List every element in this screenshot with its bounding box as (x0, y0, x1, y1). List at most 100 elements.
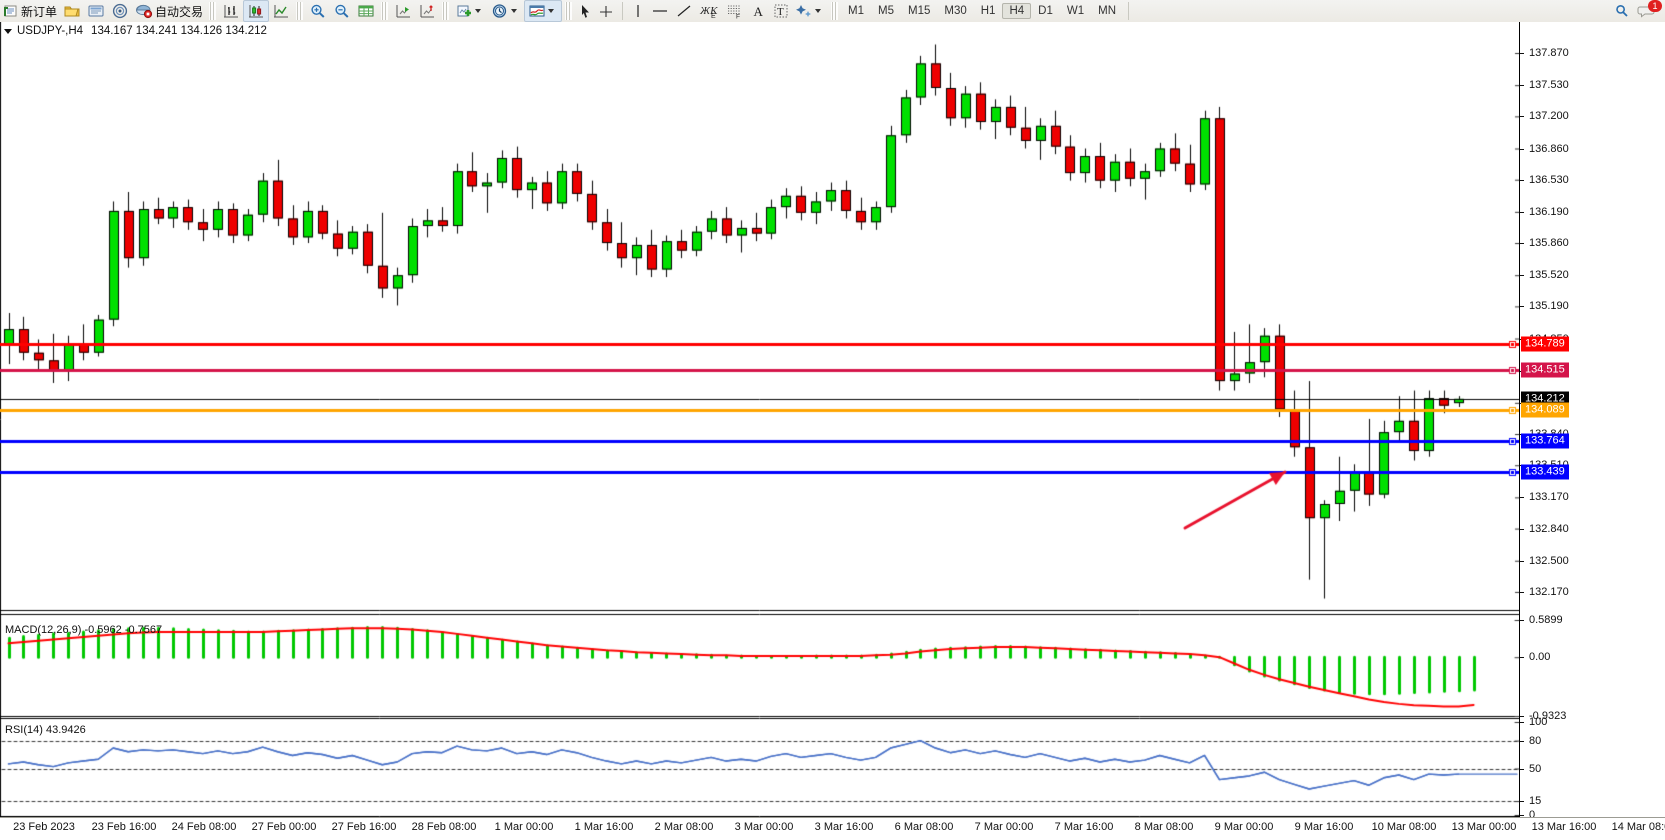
price-tick-137.870: 137.870 (1529, 47, 1569, 60)
rsi-tick-50: 50 (1529, 762, 1542, 775)
terminal-button[interactable] (84, 1, 108, 21)
fibonacci-button[interactable]: F (722, 1, 748, 21)
vertical-line-button[interactable] (628, 1, 648, 21)
vertical-line-icon (631, 3, 645, 19)
price-tick-135.520: 135.520 (1529, 269, 1569, 282)
timeframe-h1[interactable]: H1 (980, 5, 996, 17)
elliott-wave-icon: ЖK E (699, 3, 719, 19)
crosshair-icon (598, 3, 614, 19)
timeframe-w1[interactable]: W1 (1066, 5, 1085, 17)
price-tick-137.530: 137.530 (1529, 79, 1569, 92)
timeframe-d1[interactable]: D1 (1038, 5, 1053, 17)
add-indicator-button[interactable] (452, 1, 488, 21)
bar-chart-button[interactable] (219, 1, 243, 21)
text-label-button[interactable]: T (770, 1, 792, 21)
chevron-down-icon[interactable] (815, 9, 822, 13)
timeframe-mn[interactable]: MN (1098, 5, 1116, 17)
search-icon (1613, 3, 1631, 19)
templates-button[interactable] (524, 0, 563, 22)
time-label: 3 Mar 16:00 (814, 821, 874, 833)
autotrading-button[interactable]: 自动交易 (132, 1, 206, 21)
toolbar-separator (209, 2, 217, 20)
shapes-icon (795, 3, 813, 19)
crosshair-button[interactable] (595, 1, 617, 21)
chart-window[interactable]: USDJPY-,H4 134.167 134.241 134.126 134.2… (0, 22, 1665, 839)
ohlc-values: 134.167 134.241 134.126 134.212 (91, 25, 267, 37)
symbol-label: USDJPY-,H4 (17, 25, 84, 37)
time-label: 9 Mar 00:00 (1214, 821, 1274, 833)
support-line-2-label[interactable]: 133.439 (1521, 464, 1569, 480)
price-tick-135.190: 135.190 (1529, 300, 1569, 313)
chevron-down-icon[interactable] (511, 9, 518, 13)
cursor-icon (578, 3, 592, 19)
line-chart-button[interactable] (269, 1, 293, 21)
time-label: 10 Mar 08:00 (1371, 821, 1437, 833)
axis-tick (1520, 716, 1524, 717)
price-tick-132.170: 132.170 (1529, 585, 1569, 598)
folder-button[interactable] (60, 1, 84, 21)
signals-button[interactable] (108, 1, 132, 21)
price-tick-136.190: 136.190 (1529, 205, 1569, 218)
resistance-line-1-label[interactable]: 134.789 (1521, 336, 1569, 352)
autotrading-label: 自动交易 (155, 4, 204, 19)
chevron-down-icon[interactable] (475, 9, 482, 13)
auto-scroll-icon (394, 3, 412, 19)
axis-tick (1520, 180, 1524, 181)
price-chart-canvas[interactable] (0, 22, 1519, 817)
toolbar-separator (1128, 2, 1129, 20)
trendline-button[interactable] (672, 1, 696, 21)
chevron-down-icon[interactable] (4, 28, 12, 34)
order-line-label[interactable]: 134.089 (1521, 402, 1569, 418)
candlestick-chart-button[interactable] (243, 0, 270, 22)
axis-tick (1520, 561, 1524, 562)
current-price-line-label[interactable]: 134.212 (1521, 391, 1569, 407)
rsi-tick-80: 80 (1529, 734, 1542, 747)
chart-plot-area[interactable]: USDJPY-,H4 134.167 134.241 134.126 134.2… (0, 22, 1520, 817)
new-order-button[interactable]: 新订单 (0, 1, 60, 21)
period-button[interactable] (488, 1, 524, 21)
price-scale[interactable]: 137.870 137.530 137.200 136.860 136.530 136.1… (1520, 22, 1665, 821)
support-line-1-label[interactable]: 133.764 (1521, 433, 1569, 449)
macd-tick-0.5899: 0.5899 (1529, 614, 1563, 626)
shapes-button[interactable] (792, 1, 828, 21)
time-label: 1 Mar 00:00 (494, 821, 554, 833)
time-scale[interactable]: 23 Feb 2023 23 Feb 16:00 24 Feb 08:00 27 Fe… (0, 817, 1665, 840)
cursor-button[interactable] (575, 1, 595, 21)
chat-button[interactable]: 1 (1637, 0, 1662, 19)
chevron-down-icon[interactable] (548, 9, 555, 13)
axis-tick (1520, 741, 1524, 742)
add-indicator-icon (455, 3, 473, 19)
text-button[interactable]: A (748, 1, 770, 21)
elliott-wave-button[interactable]: ЖK E (696, 1, 722, 21)
timeframe-m5[interactable]: M5 (878, 5, 894, 17)
time-label: 13 Mar 00:00 (1451, 821, 1517, 833)
candlestick-chart-icon (247, 3, 265, 19)
zoom-in-button[interactable] (306, 1, 330, 21)
resistance-line-2-label[interactable]: 134.515 (1521, 362, 1569, 378)
timeframe-m30[interactable]: M30 (944, 5, 967, 17)
auto-scroll-button[interactable] (391, 1, 415, 21)
time-label: 23 Feb 16:00 (91, 821, 157, 833)
rsi-tick-15: 15 (1529, 795, 1542, 808)
horizontal-line-button[interactable] (648, 1, 672, 21)
zoom-out-button[interactable] (330, 1, 354, 21)
toolbar-separator (442, 2, 450, 20)
zoom-out-icon (333, 3, 351, 19)
axis-tick (1520, 53, 1524, 54)
chart-shift-button[interactable] (415, 1, 439, 21)
line-chart-icon (272, 3, 290, 19)
time-label: 8 Mar 08:00 (1134, 821, 1194, 833)
price-tick-136.530: 136.530 (1529, 173, 1569, 186)
search-button[interactable] (1613, 3, 1631, 19)
time-label: 7 Mar 00:00 (974, 821, 1034, 833)
timeframe-h4[interactable]: H4 (1002, 3, 1032, 19)
price-tick-132.840: 132.840 (1529, 522, 1569, 535)
time-label: 3 Mar 00:00 (734, 821, 794, 833)
timeframe-m15[interactable]: M15 (908, 5, 931, 17)
toolbar-separator (381, 2, 389, 20)
axis-tick (1520, 149, 1524, 150)
timeframe-m1[interactable]: M1 (848, 5, 865, 17)
data-window-button[interactable] (354, 1, 378, 21)
chat-badge: 1 (1648, 0, 1662, 12)
toolbar-separator (296, 2, 304, 20)
